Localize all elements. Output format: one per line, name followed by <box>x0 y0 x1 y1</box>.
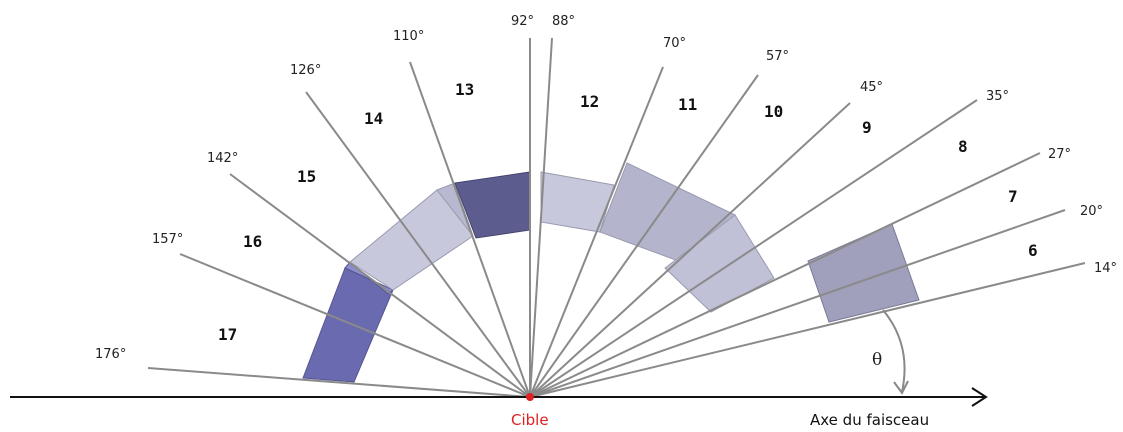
angle-label-70: 70° <box>663 36 686 51</box>
angle-label-126: 126° <box>290 63 321 78</box>
sector-label-12: 12 <box>580 92 599 111</box>
angle-label-176: 176° <box>95 347 126 362</box>
sector-label-16: 16 <box>243 232 262 251</box>
sector-label-8: 8 <box>958 137 968 156</box>
target-dot <box>526 393 534 401</box>
beam-axis <box>10 387 988 407</box>
angle-line-14 <box>529 262 1086 398</box>
sector-label-11: 11 <box>678 95 697 114</box>
angle-labels: 14° 20° 27° 35° 45° 57° 70° 88° 92° 110°… <box>95 14 1117 362</box>
angle-label-35: 35° <box>986 89 1009 104</box>
angle-label-157: 157° <box>152 232 183 247</box>
angle-line-35 <box>529 99 978 398</box>
angle-line-57 <box>529 74 759 398</box>
angle-line-110 <box>409 61 531 398</box>
sector-labels: 6 7 8 9 10 11 12 13 14 15 16 17 <box>218 80 1038 344</box>
angle-line-157 <box>179 253 531 398</box>
sector-label-10: 10 <box>764 102 783 121</box>
angle-label-142: 142° <box>207 151 238 166</box>
angle-label-14: 14° <box>1094 261 1117 276</box>
theta-arrowhead <box>893 380 909 395</box>
angle-line-70 <box>529 66 664 398</box>
angle-line-142 <box>229 173 531 398</box>
angle-line-88 <box>529 37 553 398</box>
theta-indicator: θ <box>872 309 909 395</box>
beam-axis-arrowhead <box>971 387 988 407</box>
theta-symbol: θ <box>872 350 882 370</box>
angle-lines <box>147 37 1086 398</box>
sector-label-13: 13 <box>455 80 474 99</box>
theta-arc <box>882 309 906 393</box>
angle-label-27: 27° <box>1048 147 1071 162</box>
angle-label-92: 92° <box>511 14 534 29</box>
angle-label-20: 20° <box>1080 204 1103 219</box>
angle-line-20 <box>529 209 1066 398</box>
beam-axis-label: Axe du faisceau <box>810 411 929 429</box>
sector-label-14: 14 <box>364 109 383 128</box>
sector-label-6: 6 <box>1028 241 1038 260</box>
sector-label-9: 9 <box>862 118 872 137</box>
angle-line-45 <box>529 102 851 398</box>
angle-label-110: 110° <box>393 29 424 44</box>
angle-label-45: 45° <box>860 80 883 95</box>
angle-line-176 <box>147 367 531 398</box>
sector-label-7: 7 <box>1008 187 1018 206</box>
detector-blocks <box>302 162 920 383</box>
sector-label-15: 15 <box>297 167 316 186</box>
target-label: Cible <box>511 411 549 429</box>
angle-line-126 <box>305 91 531 398</box>
angle-line-27 <box>529 152 1041 398</box>
angle-label-88: 88° <box>552 14 575 29</box>
sector-label-17: 17 <box>218 325 237 344</box>
angle-label-57: 57° <box>766 49 789 64</box>
